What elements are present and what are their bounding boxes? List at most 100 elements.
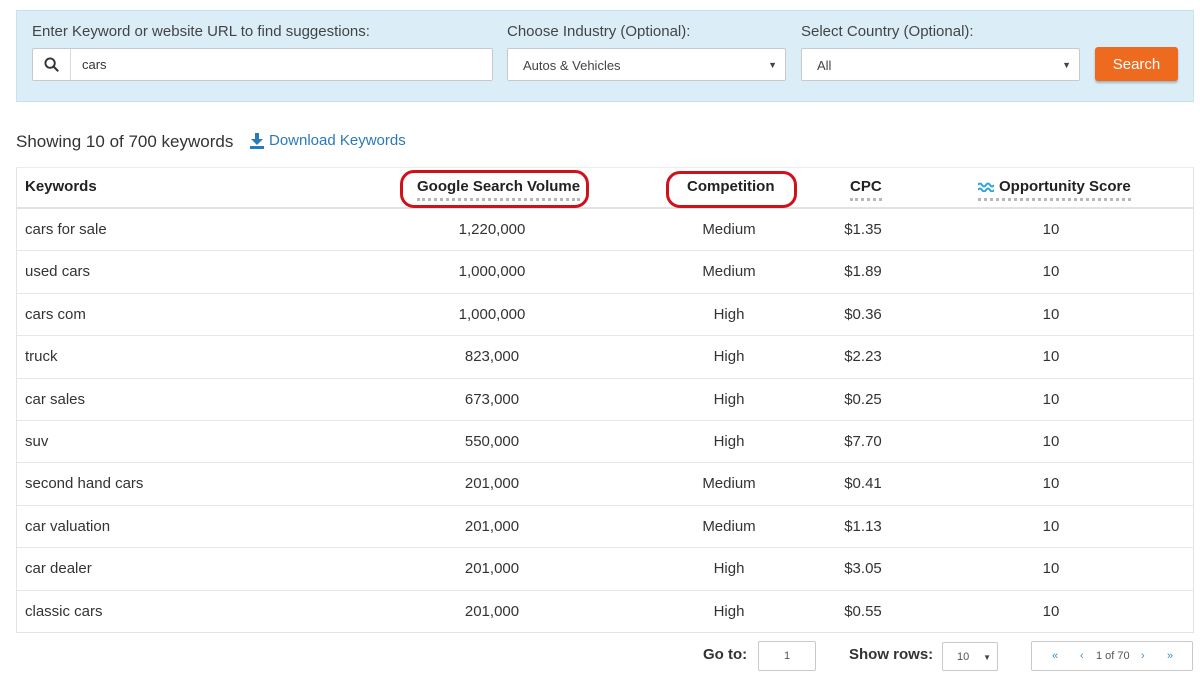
last-page-button[interactable]: » — [1167, 650, 1174, 662]
opportunity-score-cell: 10 — [1042, 348, 1060, 366]
header-search-volume[interactable]: Google Search Volume — [417, 178, 581, 201]
pagination: « ‹ 1 of 70 › » — [1031, 641, 1193, 671]
page-indicator: 1 of 70 — [1096, 650, 1130, 662]
opportunity-score-cell: 10 — [1042, 390, 1060, 408]
cpc-cell: $0.36 — [844, 305, 882, 323]
table-row[interactable]: suv 550,000 High $7.70 10 — [17, 421, 1193, 464]
keyword-cell: car valuation — [25, 517, 111, 535]
cpc-cell: $1.13 — [844, 517, 882, 535]
goto-page-input[interactable]: 1 — [758, 641, 816, 671]
competition-cell: High — [713, 433, 745, 450]
keyword-cell: classic cars — [25, 602, 103, 620]
cpc-cell: $2.23 — [844, 348, 882, 366]
search-volume-cell: 201,000 — [464, 560, 520, 578]
table-row[interactable]: car valuation 201,000 Medium $1.13 10 — [17, 506, 1193, 549]
highlight-oval-volume — [400, 170, 589, 208]
competition-cell: High — [713, 348, 745, 366]
competition-cell: High — [713, 602, 745, 620]
next-page-button[interactable]: › — [1141, 650, 1145, 662]
keyword-input[interactable] — [72, 49, 492, 80]
goto-label: Go to: — [703, 646, 748, 663]
search-volume-cell: 1,000,000 — [458, 305, 526, 323]
search-icon[interactable] — [33, 49, 71, 80]
cpc-cell: $3.05 — [844, 560, 882, 578]
prev-page-button[interactable]: ‹ — [1080, 650, 1084, 662]
table-row[interactable]: classic cars 201,000 High $0.55 10 — [17, 591, 1193, 633]
header-keywords[interactable]: Keywords — [25, 178, 97, 195]
competition-cell: High — [713, 390, 745, 408]
search-volume-cell: 201,000 — [464, 602, 520, 620]
competition-cell: Medium — [702, 475, 756, 493]
opportunity-score-cell: 10 — [1042, 517, 1060, 535]
keywords-table: Keywords Google Search Volume Competitio… — [16, 167, 1194, 633]
industry-select[interactable]: Autos & Vehicles ▼ — [507, 48, 786, 81]
competition-cell: High — [713, 305, 745, 323]
opportunity-score-cell: 10 — [1042, 263, 1060, 281]
cpc-cell: $1.35 — [844, 221, 882, 238]
keyword-cell: car dealer — [25, 560, 92, 578]
chevron-down-icon: ▼ — [1062, 60, 1071, 70]
keyword-cell: cars com — [25, 305, 86, 323]
search-volume-cell: 823,000 — [464, 348, 520, 366]
keyword-cell: cars for sale — [25, 221, 107, 238]
waves-icon — [978, 182, 994, 192]
cpc-cell: $0.41 — [844, 475, 882, 493]
chevron-down-icon: ▼ — [768, 60, 777, 70]
industry-label: Choose Industry (Optional): — [507, 23, 691, 40]
first-page-button[interactable]: « — [1052, 650, 1059, 662]
keyword-cell: suv — [25, 433, 49, 450]
results-summary: Showing 10 of 700 keywords — [16, 132, 234, 151]
keyword-label: Enter Keyword or website URL to find sug… — [32, 23, 370, 40]
search-volume-cell: 1,220,000 — [458, 221, 526, 238]
chevron-down-icon: ▼ — [983, 653, 991, 662]
search-volume-cell: 550,000 — [464, 433, 520, 450]
keyword-field[interactable] — [32, 48, 493, 81]
opportunity-score-cell: 10 — [1042, 221, 1060, 238]
show-rows-select[interactable]: 10 ▼ — [942, 642, 998, 671]
search-volume-cell: 201,000 — [464, 475, 520, 493]
country-select-value: All — [817, 58, 832, 73]
cpc-cell: $0.25 — [844, 390, 882, 408]
search-volume-cell: 673,000 — [464, 390, 520, 408]
opportunity-score-cell: 10 — [1042, 560, 1060, 578]
competition-cell: Medium — [702, 517, 756, 535]
table-row[interactable]: car sales 673,000 High $0.25 10 — [17, 379, 1193, 421]
download-icon — [250, 132, 264, 149]
header-cpc[interactable]: CPC — [850, 178, 882, 201]
table-row[interactable]: used cars 1,000,000 Medium $1.89 10 — [17, 251, 1193, 294]
search-button[interactable]: Search — [1095, 47, 1178, 81]
opportunity-score-cell: 10 — [1042, 433, 1060, 450]
show-rows-label: Show rows: — [849, 646, 934, 663]
cpc-cell: $0.55 — [844, 602, 882, 620]
keyword-cell: used cars — [25, 263, 91, 281]
download-keywords-label: Download Keywords — [269, 132, 406, 149]
header-opportunity-score[interactable]: Opportunity Score — [978, 178, 1131, 201]
table-row[interactable]: truck 823,000 High $2.23 10 — [17, 336, 1193, 379]
highlight-oval-competition — [666, 171, 797, 208]
search-volume-cell: 1,000,000 — [458, 263, 526, 281]
show-rows-value: 10 — [957, 651, 970, 663]
table-row[interactable]: cars for sale 1,220,000 Medium $1.35 10 — [17, 209, 1193, 252]
keyword-cell: truck — [25, 348, 58, 366]
table-row[interactable]: second hand cars 201,000 Medium $0.41 10 — [17, 463, 1193, 506]
opportunity-score-cell: 10 — [1042, 602, 1060, 620]
country-label: Select Country (Optional): — [801, 23, 974, 40]
competition-cell: Medium — [702, 221, 756, 238]
opportunity-score-cell: 10 — [1042, 475, 1060, 493]
table-header: Keywords Google Search Volume Competitio… — [17, 168, 1193, 209]
keyword-cell: second hand cars — [25, 475, 144, 493]
country-select[interactable]: All ▼ — [801, 48, 1080, 81]
download-keywords-link[interactable]: Download Keywords — [250, 132, 406, 149]
competition-cell: High — [713, 560, 745, 578]
competition-cell: Medium — [702, 263, 756, 281]
keyword-cell: car sales — [25, 390, 86, 408]
search-volume-cell: 201,000 — [464, 517, 520, 535]
table-row[interactable]: cars com 1,000,000 High $0.36 10 — [17, 294, 1193, 337]
cpc-cell: $1.89 — [844, 263, 882, 281]
industry-select-value: Autos & Vehicles — [523, 58, 621, 73]
cpc-cell: $7.70 — [844, 433, 882, 450]
search-panel: Enter Keyword or website URL to find sug… — [16, 10, 1194, 102]
table-row[interactable]: car dealer 201,000 High $3.05 10 — [17, 548, 1193, 591]
header-opportunity-label: Opportunity Score — [999, 178, 1131, 195]
header-competition[interactable]: Competition — [687, 178, 775, 195]
